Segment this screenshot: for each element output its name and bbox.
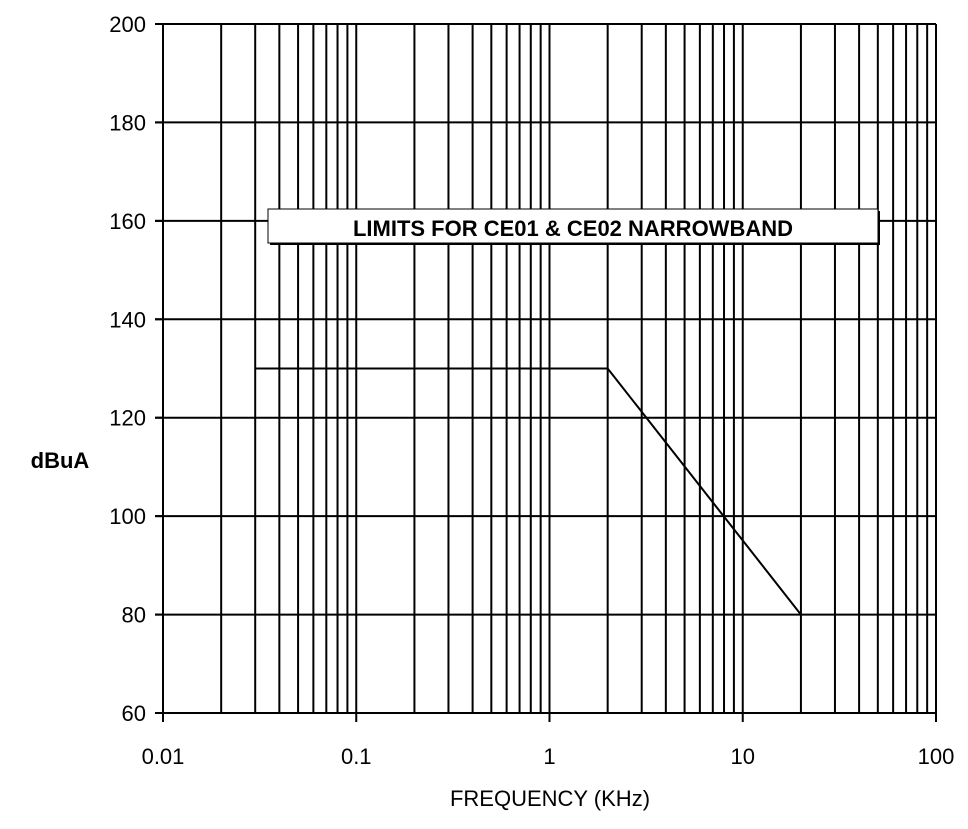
chart-title-box: LIMITS FOR CE01 & CE02 NARROWBAND bbox=[267, 208, 880, 245]
x-axis-label: FREQUENCY (KHz) bbox=[450, 786, 650, 811]
y-ticks: 60 80 100 120 140 160 180 200 bbox=[109, 12, 163, 726]
y-tick-label: 60 bbox=[122, 701, 146, 726]
y-tick-label: 200 bbox=[109, 12, 146, 37]
x-tick-label: 1 bbox=[543, 744, 555, 769]
x-tick-label: 10 bbox=[731, 744, 755, 769]
y-tick-label: 120 bbox=[109, 406, 146, 431]
y-tick-label: 100 bbox=[109, 504, 146, 529]
x-tick-label: 100 bbox=[918, 744, 955, 769]
series bbox=[255, 367, 802, 616]
x-tick-label: 0.1 bbox=[341, 744, 372, 769]
y-axis-label: dBuA bbox=[31, 448, 90, 473]
x-ticks: 0.01 0.1 1 10 100 bbox=[142, 713, 955, 769]
chart-title: LIMITS FOR CE01 & CE02 NARROWBAND bbox=[353, 216, 793, 241]
series-line-limit bbox=[255, 367, 802, 616]
y-tick-label: 140 bbox=[109, 307, 146, 332]
y-tick-label: 80 bbox=[122, 603, 146, 628]
x-tick-label: 0.01 bbox=[142, 744, 185, 769]
y-tick-label: 180 bbox=[109, 110, 146, 135]
y-tick-label: 160 bbox=[109, 209, 146, 234]
chart-title-background bbox=[267, 208, 879, 244]
